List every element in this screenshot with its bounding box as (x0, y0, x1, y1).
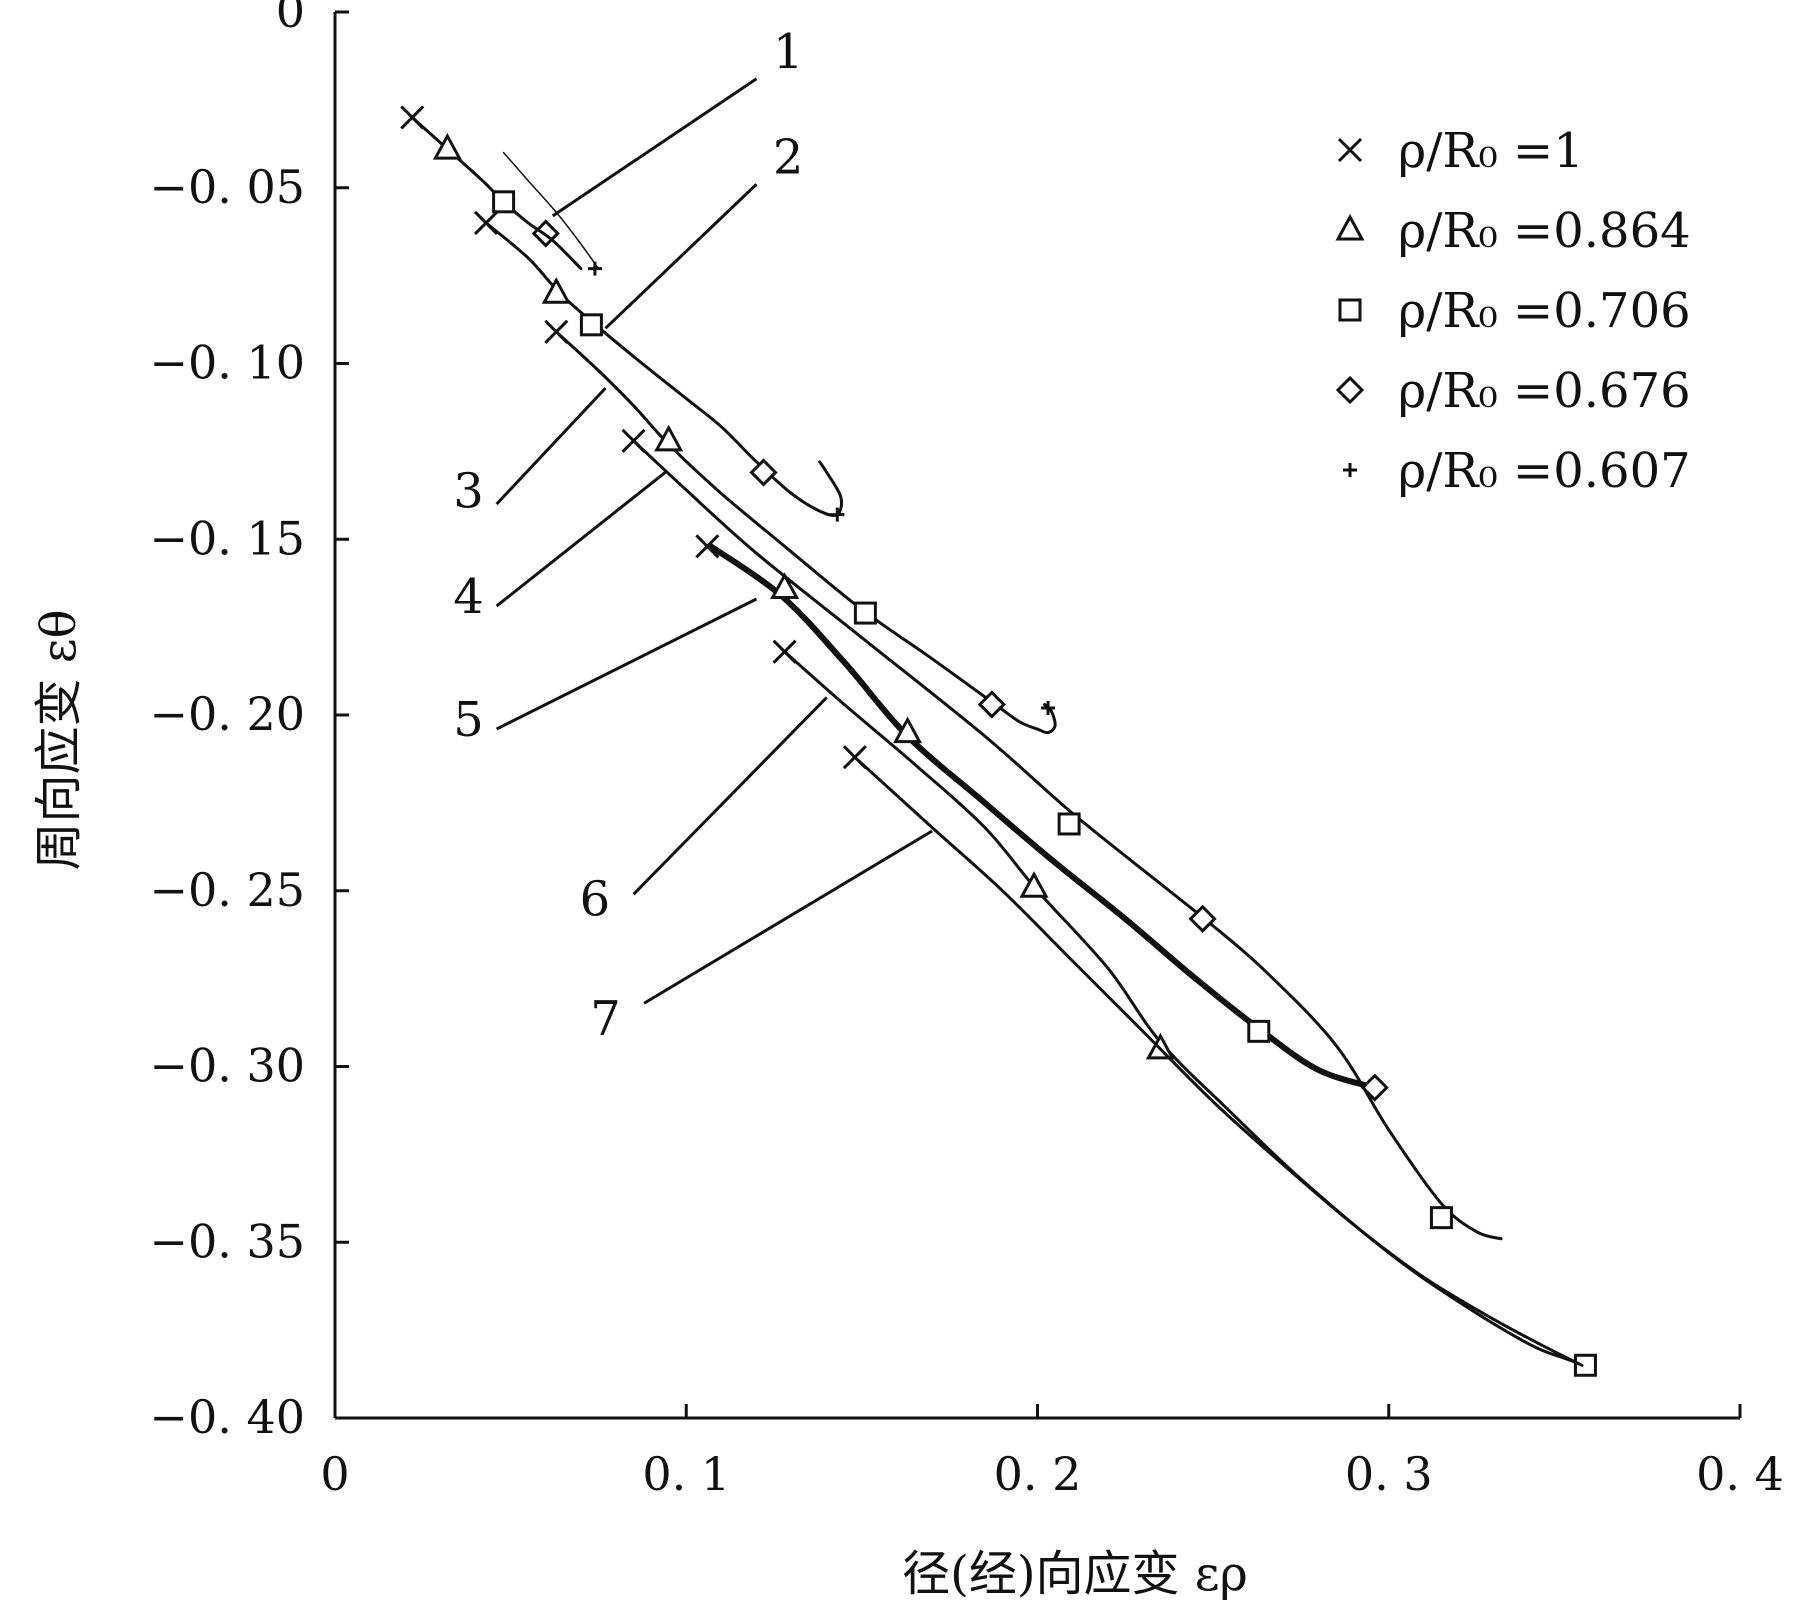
curve-annotation-7: 7 (590, 829, 933, 1047)
data-point-triangle (1019, 871, 1049, 898)
y-tick-label: −0. 25 (149, 863, 305, 917)
data-point-diamond (749, 458, 778, 487)
data-point-x (695, 534, 720, 559)
curve-number-label: 6 (580, 871, 611, 927)
x-tick-label: 0 (320, 1447, 349, 1501)
y-tick-label: −0. 05 (149, 160, 305, 214)
legend-label: ρ/R₀ =1 (1398, 123, 1584, 179)
y-tick-label: −0. 20 (149, 687, 305, 741)
leader-line (495, 471, 667, 608)
leader-line (643, 829, 933, 1005)
data-point-triangle (893, 716, 923, 744)
curve-number-label: 2 (773, 130, 804, 186)
leader-line (495, 597, 758, 731)
data-point-square (1429, 1206, 1453, 1230)
data-point-diamond (1188, 904, 1217, 933)
axes: 0 −0. 05 −0. 10 −0. 15 −0. 20 −0. 25 −0. 30 −0.… (149, 0, 1783, 1501)
series-layer (400, 105, 1597, 1377)
curve-annotation-2: 2 (604, 130, 804, 330)
legend-label: ρ/R₀ =0.706 (1398, 283, 1691, 339)
series-8 (842, 745, 1584, 1367)
y-tick-label: −0. 30 (149, 1039, 305, 1093)
x-tick-label: 0. 4 (1696, 1447, 1784, 1501)
legend-marker-plus (1343, 463, 1357, 477)
legend-marker-diamond (1335, 375, 1365, 405)
leader-line (495, 387, 607, 506)
series-5 (695, 534, 1389, 1102)
curve-annotation-5: 5 (453, 597, 758, 748)
series-line-4 (554, 330, 1057, 735)
curve-number-label: 1 (773, 24, 804, 80)
curve-number-label: 7 (590, 991, 621, 1047)
legend-label: ρ/R₀ =0.607 (1398, 443, 1691, 499)
curve-annotation-4: 4 (453, 471, 667, 625)
curve-number-label: 4 (453, 569, 484, 625)
x-tick-label: 0. 3 (1345, 1447, 1433, 1501)
legend-label: ρ/R₀ =0.676 (1398, 363, 1691, 419)
series-6 (621, 428, 1503, 1241)
data-point-square (1573, 1353, 1597, 1377)
x-axis-title: 径(经)向应变 ερ (902, 1546, 1248, 1602)
data-point-x (621, 428, 646, 453)
series-line-7 (783, 650, 1587, 1367)
x-tick-label: 0. 2 (994, 1447, 1082, 1501)
data-point-square (492, 190, 516, 214)
data-point-x (544, 319, 569, 344)
leader-line (551, 77, 758, 218)
y-tick-label: −0. 35 (149, 1214, 305, 1268)
legend-item: ρ/R₀ =0.607 (1343, 443, 1691, 499)
curve-annotation-6: 6 (580, 696, 828, 927)
data-point-square (853, 601, 877, 625)
data-point-diamond (977, 690, 1006, 719)
y-tick-label: −0. 15 (149, 511, 305, 565)
series-2 (400, 105, 583, 271)
data-point-plus (1041, 700, 1056, 715)
leader-line (632, 696, 828, 896)
x-tick-label: 0. 1 (642, 1447, 730, 1501)
curve-number-label: 5 (453, 692, 484, 748)
legend-item: ρ/R₀ =0.706 (1338, 283, 1691, 339)
legend-item: ρ/R₀ =0.676 (1335, 363, 1691, 419)
legend-marker-x (1337, 137, 1363, 163)
data-point-x (400, 105, 425, 130)
data-point-plus (830, 507, 845, 522)
data-point-plus (587, 261, 602, 276)
legend-marker-triangle (1335, 213, 1365, 241)
y-axis-title: 周向应变 εθ (31, 609, 87, 870)
data-point-triangle (654, 424, 684, 452)
annotation-layer: 1 2 3 4 5 6 7 (453, 24, 933, 1047)
leader-line (604, 183, 758, 330)
data-point-square (579, 313, 603, 337)
data-point-square (1057, 812, 1081, 836)
data-point-x (842, 745, 867, 770)
y-tick-label: −0. 40 (149, 1390, 305, 1444)
legend-item: ρ/R₀ =0.864 (1335, 203, 1691, 259)
legend: ρ/R₀ =1 ρ/R₀ =0.864 ρ/R₀ =0.706 ρ/R₀ =0.676… (1335, 123, 1691, 499)
curve-annotation-1: 1 (551, 24, 804, 218)
data-point-square (1247, 1019, 1271, 1043)
y-tick-label: 0 (276, 0, 305, 38)
data-point-triangle (770, 572, 800, 599)
series-4 (544, 319, 1057, 735)
series-line-6 (632, 439, 1503, 1241)
data-point-triangle (432, 132, 462, 160)
data-point-x (473, 210, 499, 235)
data-point-triangle (541, 277, 571, 304)
series-3 (473, 210, 845, 522)
legend-marker-square (1338, 298, 1362, 322)
legend-label: ρ/R₀ =0.864 (1398, 203, 1691, 259)
data-point-x (772, 639, 797, 664)
legend-item: ρ/R₀ =1 (1337, 123, 1584, 179)
series-7 (772, 639, 1597, 1377)
curve-annotation-3: 3 (453, 387, 607, 520)
y-tick-label: −0. 10 (149, 336, 305, 390)
series-line-8 (853, 755, 1584, 1367)
curve-number-label: 3 (453, 464, 484, 520)
